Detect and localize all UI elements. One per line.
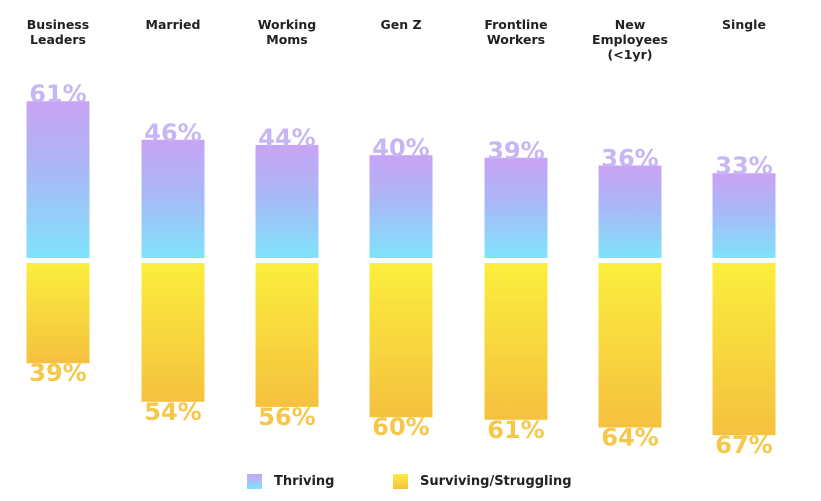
- value-label-thriving-new-employees-1yr: 36%: [601, 144, 658, 172]
- bar-thriving-frontline-workers: [484, 157, 548, 258]
- bar-thriving-business-leaders: [26, 101, 90, 258]
- bar-thriving-working-moms: [255, 144, 319, 258]
- legend-label-thriving: Thriving: [274, 474, 335, 489]
- bar-surviving-frontline-workers: [484, 263, 548, 420]
- legend-item-surviving: Surviving/Struggling: [393, 474, 572, 489]
- legend-swatch-thriving: [247, 474, 262, 489]
- bar-surviving-new-employees-1yr: [598, 263, 662, 428]
- category-label-business-leaders: Business Leaders: [27, 17, 89, 47]
- value-label-surviving-frontline-workers: 61%: [487, 416, 544, 444]
- bars: [26, 101, 776, 436]
- value-label-surviving-married: 54%: [144, 398, 201, 426]
- bar-surviving-gen-z: [369, 263, 433, 418]
- bar-thriving-gen-z: [369, 155, 433, 258]
- bar-surviving-working-moms: [255, 263, 319, 407]
- category-labels: Business Leaders Married Working Moms Gen Z Fr…: [27, 17, 766, 62]
- category-label-gen-z: Gen Z: [380, 17, 421, 32]
- bar-surviving-single: [712, 263, 776, 436]
- value-label-thriving-single: 33%: [715, 152, 772, 180]
- value-label-thriving-gen-z: 40%: [372, 134, 429, 162]
- value-label-surviving-single: 67%: [715, 431, 772, 459]
- value-label-surviving-gen-z: 60%: [372, 413, 429, 441]
- value-label-surviving-business-leaders: 39%: [29, 359, 86, 387]
- value-label-surviving-new-employees-1yr: 64%: [601, 423, 658, 451]
- legend-label-surviving: Surviving/Struggling: [420, 474, 572, 489]
- bar-thriving-married: [141, 139, 205, 258]
- bar-surviving-business-leaders: [26, 263, 90, 364]
- legend: Thriving Surviving/Struggling: [0, 474, 821, 494]
- bar-thriving-single: [712, 173, 776, 258]
- legend-swatch-surviving: [393, 474, 408, 489]
- value-label-thriving-frontline-workers: 39%: [487, 137, 544, 165]
- bar-surviving-married: [141, 263, 205, 402]
- value-label-thriving-married: 46%: [144, 119, 201, 147]
- value-label-surviving-working-moms: 56%: [258, 403, 315, 431]
- category-label-new-employees-1yr: New Employees (<1yr): [592, 17, 668, 62]
- category-label-single: Single: [722, 17, 766, 32]
- value-label-thriving-business-leaders: 61%: [29, 80, 86, 108]
- category-label-frontline-workers: Frontline Workers: [484, 17, 547, 47]
- category-label-working-moms: Working Moms: [258, 17, 317, 47]
- bar-thriving-new-employees-1yr: [598, 165, 662, 258]
- category-label-married: Married: [146, 17, 201, 32]
- legend-item-thriving: Thriving: [247, 474, 334, 489]
- value-label-thriving-working-moms: 44%: [258, 124, 315, 152]
- value-labels: 61% 39% 46% 54% 44% 56% 40% 60% 39% 61% 36% 64% 33% 6…: [29, 80, 772, 459]
